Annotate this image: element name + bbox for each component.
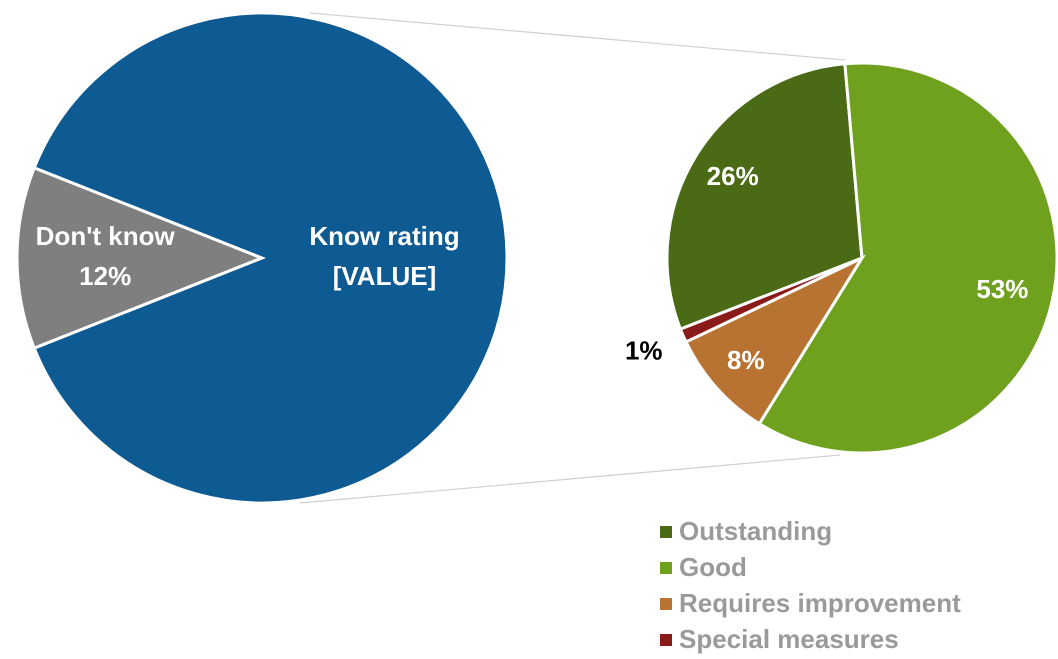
slice-value-label: 12% — [79, 261, 131, 291]
slice-value-label: 8% — [727, 345, 765, 375]
pie-slice — [15, 165, 267, 351]
legend-swatch — [660, 634, 672, 646]
legend-swatch — [660, 562, 672, 574]
legend-label: Requires improvement — [679, 588, 961, 618]
pie-slice — [683, 254, 866, 426]
slice-value-label: [VALUE] — [333, 261, 437, 291]
slice-value-label: 26% — [707, 161, 759, 191]
pie-slice — [32, 11, 509, 505]
slice-category-label: Don't know — [36, 221, 176, 251]
slice-category-label: Know rating — [309, 221, 459, 251]
connector-line — [309, 12, 846, 61]
connector-line — [299, 454, 841, 504]
legend-swatch — [660, 598, 672, 610]
pie-slice — [678, 256, 863, 344]
legend-swatch — [660, 526, 672, 538]
legend-label: Special measures — [679, 624, 899, 654]
slice-value-label: 53% — [976, 274, 1028, 304]
legend-label: Good — [679, 552, 747, 582]
pie-slice — [665, 62, 864, 332]
slice-value-label: 1% — [625, 336, 663, 366]
pie-slice — [757, 61, 1058, 455]
legend-label: Outstanding — [679, 516, 832, 546]
